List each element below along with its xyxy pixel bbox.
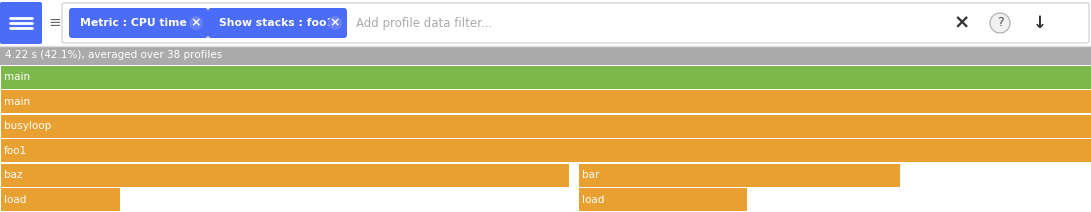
FancyBboxPatch shape bbox=[62, 3, 1089, 43]
Text: baz: baz bbox=[4, 170, 23, 180]
Bar bbox=[0, 90, 1091, 113]
Text: ↓: ↓ bbox=[1033, 14, 1047, 32]
Bar bbox=[0, 139, 1091, 162]
FancyBboxPatch shape bbox=[69, 8, 208, 38]
Circle shape bbox=[328, 16, 341, 30]
Bar bbox=[0, 115, 1091, 138]
Bar bbox=[0, 188, 120, 211]
FancyBboxPatch shape bbox=[0, 2, 41, 44]
Text: ×: × bbox=[329, 17, 340, 29]
Text: main: main bbox=[4, 97, 31, 107]
Text: ?: ? bbox=[997, 17, 1004, 29]
FancyBboxPatch shape bbox=[208, 8, 347, 38]
Bar bbox=[578, 164, 900, 187]
Text: bar: bar bbox=[583, 170, 600, 180]
Text: load: load bbox=[583, 195, 604, 205]
Bar bbox=[578, 188, 747, 211]
Text: ≡: ≡ bbox=[49, 15, 61, 31]
Text: main: main bbox=[4, 72, 31, 82]
Bar bbox=[0, 0, 1091, 46]
Text: Metric : CPU time: Metric : CPU time bbox=[80, 18, 187, 28]
Text: Add profile data filter...: Add profile data filter... bbox=[356, 17, 492, 29]
Text: ×: × bbox=[954, 14, 970, 32]
Bar bbox=[0, 46, 1091, 65]
Text: Show stacks : foo1: Show stacks : foo1 bbox=[219, 18, 334, 28]
Bar bbox=[0, 164, 570, 187]
Circle shape bbox=[189, 16, 203, 30]
Circle shape bbox=[990, 13, 1010, 33]
Bar bbox=[0, 66, 1091, 89]
Text: ×: × bbox=[191, 17, 201, 29]
Text: 4.22 s (42.1%), averaged over 38 profiles: 4.22 s (42.1%), averaged over 38 profile… bbox=[5, 50, 223, 60]
Text: foo1: foo1 bbox=[4, 146, 27, 156]
Text: busyloop: busyloop bbox=[4, 121, 51, 131]
Text: load: load bbox=[4, 195, 26, 205]
